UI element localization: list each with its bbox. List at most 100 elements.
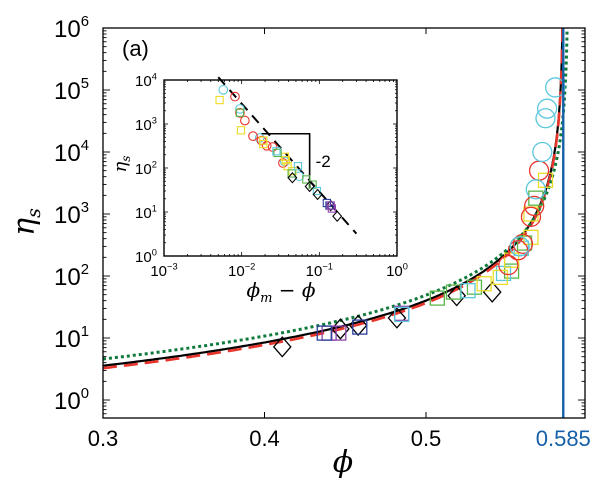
slope-triangle-path: [261, 132, 311, 189]
inset-marker-yellow-squares: [236, 126, 246, 135]
inset-x-tick-label: 10−3: [150, 261, 177, 280]
inset-x-label-rest: − ϕ: [272, 278, 315, 302]
inset-marker-black-diamonds: [287, 171, 298, 184]
main-y-tick-label: 106: [54, 14, 89, 43]
inset-marker-purple-squares: [326, 201, 335, 210]
main-y-tick-label: 104: [54, 138, 89, 167]
main-x-tick-label: 0.585: [536, 426, 591, 451]
main-y-tick-label-base: 10: [54, 202, 81, 229]
main-y-label-sub: s: [23, 208, 45, 218]
main-marker-black-diamonds: [482, 281, 502, 303]
inset-x-tick-label: 10−1: [306, 261, 333, 280]
inset-markers: [215, 84, 343, 223]
main-marker-black-diamonds: [447, 284, 467, 307]
main-x-axis-label: ϕ: [333, 445, 353, 480]
main-y-tick-label: 103: [54, 200, 89, 229]
main-y-tick-label-base: 10: [54, 388, 81, 415]
main-marker-cyan-squares: [394, 306, 410, 323]
main-marker-blue-squares: [352, 319, 368, 335]
main-marker-red-circles: [524, 195, 545, 217]
main-marker-cyan-squares: [495, 265, 512, 282]
main-marker-red-circles: [507, 240, 529, 261]
main-marker-green-squares: [429, 290, 445, 306]
main-marker-blue-squares: [316, 325, 332, 341]
main-markers: [272, 77, 566, 358]
inset-marker-cyan-squares: [293, 162, 303, 171]
inset-y-tick-label-exponent: 1: [152, 203, 157, 213]
inset-marker-black-diamonds: [332, 210, 343, 223]
inset-marker-black-diamonds: [312, 188, 323, 201]
inset-x-tick-label-base: 10: [228, 263, 245, 280]
main-y-tick-label-base: 10: [54, 78, 81, 105]
main-marker-cyan-circles: [509, 236, 530, 257]
panel-label: (a): [122, 36, 149, 61]
main-marker-red-circles: [498, 254, 519, 276]
inset-x-tick-label-base: 10: [150, 263, 167, 280]
slope-label: -2: [316, 152, 331, 171]
main-marker-cyan-circles: [532, 141, 553, 163]
inset-marker-cyan-squares: [312, 186, 322, 196]
inset-y-tick-label: 101: [135, 203, 157, 222]
inset-y-tick-label: 104: [135, 71, 157, 90]
main-marker-red-circles: [512, 233, 534, 255]
main-x-tick-label: 0.4: [249, 426, 280, 451]
inset-x-axis-label: ϕm − ϕ: [246, 278, 315, 306]
inset-x-tick-label-base: 10: [386, 263, 403, 280]
inset-marker-purple-squares: [327, 204, 337, 213]
inset-marker-yellow-squares: [288, 166, 297, 176]
inset-x-tick-label-exponent: −2: [245, 261, 256, 271]
main-marker-cyan-circles: [545, 77, 566, 98]
inset-x-tick-label-exponent: 0: [403, 261, 408, 271]
curve-fit-dotted: [103, 28, 569, 361]
inset-y-tick-label-base: 10: [135, 117, 152, 134]
inset-marker-red-circles: [235, 107, 245, 118]
inset-x-tick-label-exponent: −1: [322, 261, 333, 271]
main-marker-green-squares: [503, 263, 520, 279]
main-marker-cyan-squares: [460, 283, 476, 299]
main-y-tick-label-base: 10: [54, 326, 81, 353]
inset-marker-yellow-squares: [281, 156, 290, 165]
main-y-tick-label-base: 10: [54, 140, 81, 167]
main-y-tick-label: 100: [54, 386, 89, 415]
inset-marker-cyan-circles: [218, 84, 229, 95]
main-frame: [102, 27, 586, 419]
inset-x-tick-labels: 10−3 10−2 10−1 100: [150, 261, 408, 280]
inset-y-axis-label: ηs: [110, 156, 133, 173]
inset-y-tick-label-base: 10: [135, 205, 152, 222]
inset-marker-black-diamonds: [304, 180, 315, 193]
inset-y-tick-label-base: 10: [135, 73, 152, 90]
inset-x-tick-label: 10−2: [228, 261, 255, 280]
inset-axes: [163, 79, 398, 257]
main-y-tick-label: 102: [54, 262, 89, 291]
main-x-tick-labels: 0.3 0.4 0.5 0.585: [88, 426, 591, 451]
inset-marker-red-circles: [248, 131, 258, 141]
main-marker-cyan-circles: [525, 179, 546, 200]
main-y-label-eta: η: [7, 218, 42, 236]
inset-marker-yellow-squares: [215, 95, 224, 105]
main-y-tick-label-exponent: 6: [81, 14, 89, 30]
main-curves: [103, 28, 569, 370]
main-y-tick-label-exponent: 5: [81, 76, 89, 92]
inset-y-tick-label: 103: [135, 115, 157, 134]
inset-y-tick-label-base: 10: [135, 249, 152, 266]
inset-marker-red-circles: [230, 91, 240, 102]
inset-y-tick-label-exponent: 2: [152, 159, 157, 169]
inset-marker-green-squares: [302, 175, 311, 184]
main-y-axis-label: ηs: [7, 208, 45, 236]
main-y-tick-label-exponent: 0: [81, 386, 89, 402]
inset-marker-cyan-squares: [272, 147, 281, 156]
inset-x-tick-label: 100: [386, 261, 408, 280]
inset-marker-green-squares: [235, 108, 245, 117]
inset-y-label-sub: s: [119, 156, 133, 162]
inset-marker-yellow-squares: [259, 139, 268, 149]
inset-marker-cyan-circles: [235, 104, 245, 114]
inset-marker-red-circles: [240, 115, 250, 126]
main-marker-cyan-circles: [535, 108, 556, 129]
main-marker-black-diamonds: [387, 307, 407, 329]
inset-marker-green-squares: [287, 169, 296, 178]
main-marker-black-diamonds: [272, 336, 292, 358]
